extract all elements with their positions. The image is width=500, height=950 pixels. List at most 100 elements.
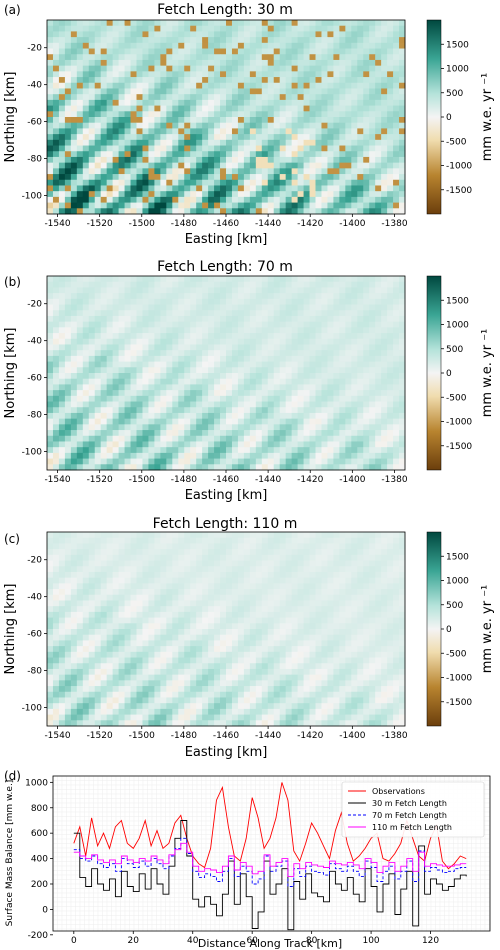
- heatmap-cell: [196, 412, 203, 420]
- heatmap-cell: [393, 174, 400, 181]
- heatmap-cell: [136, 435, 143, 442]
- heatmap-cell: [76, 202, 84, 209]
- heatmap-cell: [172, 202, 179, 209]
- heatmap-cell: [226, 344, 233, 351]
- heatmap-cell: [184, 589, 191, 596]
- heatmap-cell: [58, 606, 66, 613]
- panel-b-ylabel: Northing [km]: [3, 328, 18, 419]
- heatmap-cell: [345, 361, 352, 368]
- heatmap-cell: [214, 276, 221, 283]
- heatmap-cell: [345, 48, 352, 55]
- heatmap-cell: [399, 361, 406, 368]
- heatmap-cell: [172, 333, 179, 340]
- heatmap-cell: [375, 82, 382, 89]
- heatmap-cell: [231, 589, 239, 596]
- heatmap-cell: [196, 384, 203, 391]
- heatmap-cell: [297, 134, 304, 141]
- heatmap-cell: [291, 407, 298, 414]
- heatmap-cell: [94, 48, 102, 55]
- heatmap-cell: [82, 191, 90, 198]
- heatmap-cell: [112, 589, 119, 596]
- heatmap-cell: [339, 589, 346, 596]
- heatmap-cell: [333, 145, 340, 152]
- heatmap-cell: [130, 566, 137, 573]
- heatmap-cell: [375, 378, 382, 385]
- heatmap-cell: [237, 151, 245, 158]
- heatmap-cell: [261, 350, 269, 357]
- heatmap-cell: [255, 111, 263, 118]
- heatmap-cell: [154, 59, 161, 67]
- heatmap-cell: [52, 577, 60, 584]
- heatmap-cell: [387, 378, 394, 385]
- heatmap-cell: [64, 37, 72, 44]
- heatmap-cell: [64, 191, 72, 198]
- heatmap-cell: [47, 367, 54, 374]
- heatmap-cell: [309, 293, 316, 300]
- heatmap-cell: [237, 48, 245, 55]
- heatmap-cell: [387, 532, 394, 539]
- heatmap-cell: [148, 464, 155, 471]
- heatmap-cell: [243, 117, 251, 124]
- heatmap-cell: [237, 566, 245, 573]
- heatmap-cell: [333, 310, 340, 317]
- heatmap-cell: [88, 168, 96, 175]
- heatmap-cell: [202, 321, 209, 328]
- heatmap-cell: [339, 179, 346, 186]
- heatmap-cell: [88, 134, 96, 141]
- heatmap-cell: [214, 361, 221, 368]
- heatmap-cell: [64, 321, 72, 328]
- heatmap-cell: [100, 361, 108, 368]
- heatmap-cell: [315, 310, 322, 317]
- heatmap-cell: [124, 350, 131, 357]
- heatmap-cell: [357, 134, 364, 141]
- heatmap-cell: [58, 185, 66, 192]
- heatmap-cell: [142, 560, 149, 567]
- heatmap-cell: [136, 65, 143, 72]
- heatmap-cell: [231, 418, 239, 425]
- heatmap-cell: [226, 430, 233, 437]
- heatmap-cell: [47, 378, 54, 385]
- heatmap-cell: [70, 48, 78, 55]
- heatmap-cell: [375, 37, 382, 44]
- heatmap-cell: [124, 151, 131, 158]
- heatmap-cell: [58, 378, 66, 385]
- heatmap-cell: [202, 293, 209, 300]
- heatmap-cell: [82, 315, 90, 323]
- heatmap-cell: [220, 31, 227, 38]
- heatmap-cell: [214, 20, 221, 27]
- heatmap-cell: [196, 435, 203, 442]
- heatmap-cell: [64, 543, 72, 550]
- heatmap-cell: [190, 117, 197, 124]
- heatmap-cell: [58, 298, 66, 305]
- heatmap-cell: [184, 65, 191, 72]
- heatmap-cell: [136, 88, 143, 95]
- heatmap-cell: [214, 321, 221, 328]
- heatmap-cell: [100, 59, 108, 67]
- heatmap-cell: [100, 304, 108, 311]
- heatmap-cell: [112, 390, 119, 397]
- heatmap-cell: [375, 122, 382, 129]
- heatmap-cell: [345, 179, 352, 186]
- heatmap-cell: [297, 537, 304, 544]
- heatmap-cell: [214, 37, 221, 44]
- heatmap-cell: [172, 151, 179, 158]
- heatmap-cell: [58, 315, 66, 323]
- heatmap-cell: [118, 88, 125, 95]
- heatmap-cell: [285, 435, 293, 442]
- heatmap-cell: [261, 202, 269, 209]
- heatmap-cell: [387, 25, 394, 32]
- x-tick-label: -1460: [213, 475, 239, 485]
- heatmap-cell: [375, 543, 382, 550]
- heatmap-cell: [327, 577, 334, 584]
- heatmap-cell: [136, 281, 143, 288]
- heatmap-cell: [82, 298, 90, 305]
- heatmap-cell: [231, 338, 239, 345]
- heatmap-cell: [142, 600, 149, 607]
- heatmap-cell: [58, 293, 66, 300]
- heatmap-cell: [375, 281, 382, 288]
- heatmap-cell: [148, 287, 155, 294]
- heatmap-cell: [345, 430, 352, 437]
- heatmap-cell: [237, 65, 245, 72]
- heatmap-cell: [351, 281, 358, 288]
- heatmap-cell: [58, 424, 66, 431]
